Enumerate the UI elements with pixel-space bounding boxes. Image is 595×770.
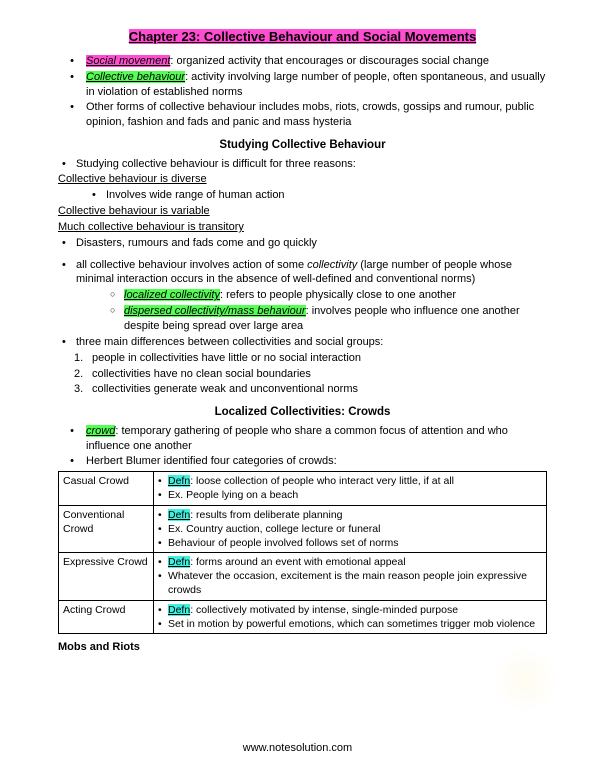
bullet-icon: • <box>58 258 76 288</box>
sec1-p1: Studying collective behaviour is difficu… <box>76 157 547 172</box>
row-label: Expressive Crowd <box>59 553 154 601</box>
row-label: Acting Crowd <box>59 600 154 633</box>
mid-n2-row: 2. collectivities have no clean social b… <box>58 367 547 382</box>
mid-n3-row: 3. collectivities generate weak and unco… <box>58 382 547 397</box>
mid-p1: all collective behaviour involves action… <box>76 258 547 288</box>
mid-p1-em: collectivity <box>307 259 357 271</box>
defn-label: Defn <box>168 604 190 616</box>
cell-text: Ex. Country auction, college lecture or … <box>168 522 542 536</box>
section-head-studying: Studying Collective Behaviour <box>58 138 547 154</box>
defn-label: Defn <box>168 475 190 487</box>
table-row: Casual Crowd •Defn: loose collection of … <box>59 472 547 505</box>
intro-bullets: • Social movement: organized activity th… <box>58 54 547 130</box>
row-label: Casual Crowd <box>59 472 154 505</box>
sec1-u1b-row: • Involves wide range of human action <box>58 188 547 203</box>
bullet-icon: • <box>58 424 86 454</box>
cell-text: Ex. People lying on a beach <box>168 488 542 502</box>
mid-o2-row: ○ dispersed collectivity/mass behaviour:… <box>58 304 547 334</box>
term-collective-behaviour: Collective behaviour <box>86 71 185 83</box>
sec1-u3b: Disasters, rumours and fads come and go … <box>76 236 547 251</box>
mid-p1a: all collective behaviour involves action… <box>76 259 307 271</box>
row-content: •Defn: loose collection of people who in… <box>154 472 547 505</box>
sec1-bullet-1: • Studying collective behaviour is diffi… <box>58 157 547 172</box>
num-3: 3. <box>74 382 92 397</box>
mid-o1-rest: : refers to people physically close to o… <box>220 289 456 301</box>
mid-n1: people in collectivities have little or … <box>92 351 547 366</box>
cell-text: Set in motion by powerful emotions, whic… <box>168 617 542 631</box>
bullet-icon: • <box>58 100 86 130</box>
sec2-b1: crowd: temporary gathering of people who… <box>86 424 547 454</box>
sec2-b1-rest: : temporary gathering of people who shar… <box>86 425 508 452</box>
mid-n3: collectivities generate weak and unconve… <box>92 382 547 397</box>
mid-o2: dispersed collectivity/mass behaviour: i… <box>124 304 547 334</box>
closing-head: Mobs and Riots <box>58 640 547 655</box>
circle-icon: ○ <box>106 288 124 303</box>
bullet-icon: • <box>58 157 76 172</box>
section-head-crowds: Localized Collectivities: Crowds <box>58 405 547 421</box>
term-localized-collectivity: localized collectivity <box>124 289 220 301</box>
sec1-u1b: Involves wide range of human action <box>106 188 547 203</box>
row-content: •Defn: results from deliberate planning … <box>154 505 547 553</box>
cell-text: Whatever the occasion, excitement is the… <box>168 569 542 597</box>
cell-text: : results from deliberate planning <box>190 509 342 521</box>
bullet-icon: • <box>58 335 76 350</box>
intro-bullet-1: • Social movement: organized activity th… <box>58 54 547 69</box>
cell-text: : forms around an event with emotional a… <box>190 556 405 568</box>
mid-n1-row: 1. people in collectivities have little … <box>58 351 547 366</box>
term-crowd: crowd <box>86 425 115 437</box>
cell-text: : loose collection of people who interac… <box>190 475 454 487</box>
watermark-icon <box>495 650 555 710</box>
mid-bullet-2: • three main differences between collect… <box>58 335 547 350</box>
num-1: 1. <box>74 351 92 366</box>
bullet-text: Collective behaviour: activity involving… <box>86 70 547 100</box>
bullet-icon: • <box>88 188 106 203</box>
mid-p2: three main differences between collectiv… <box>76 335 547 350</box>
crowds-table: Casual Crowd •Defn: loose collection of … <box>58 471 547 634</box>
sec1-u1: Collective behaviour is diverse <box>58 172 547 187</box>
intro-bullet-2: • Collective behaviour: activity involvi… <box>58 70 547 100</box>
table-row: Expressive Crowd •Defn: forms around an … <box>59 553 547 601</box>
cell-text: : collectively motivated by intense, sin… <box>190 604 458 616</box>
defn-label: Defn <box>168 556 190 568</box>
bullet-icon: • <box>58 454 86 469</box>
bullet-text: Social movement: organized activity that… <box>86 54 547 69</box>
num-2: 2. <box>74 367 92 382</box>
intro-b1-rest: : organized activity that encourages or … <box>170 55 489 67</box>
sec2-bullet-1: • crowd: temporary gathering of people w… <box>58 424 547 454</box>
sec2-b2: Herbert Blumer identified four categorie… <box>86 454 547 469</box>
sec1-u3: Much collective behaviour is transitory <box>58 220 547 235</box>
mid-n2: collectivities have no clean social boun… <box>92 367 547 382</box>
intro-bullet-3: • Other forms of collective behaviour in… <box>58 100 547 130</box>
mid-bullet-1: • all collective behaviour involves acti… <box>58 258 547 288</box>
circle-icon: ○ <box>106 304 124 334</box>
chapter-title: Chapter 23: Collective Behaviour and Soc… <box>58 28 547 46</box>
mid-o1-row: ○ localized collectivity: refers to peop… <box>58 288 547 303</box>
chapter-title-text: Chapter 23: Collective Behaviour and Soc… <box>129 29 477 44</box>
term-social-movement: Social movement <box>86 55 170 67</box>
cell-text: Behaviour of people involved follows set… <box>168 536 542 550</box>
defn-label: Defn <box>168 509 190 521</box>
bullet-icon: • <box>58 70 86 100</box>
table-row: Conventional Crowd •Defn: results from d… <box>59 505 547 553</box>
bullet-text: Other forms of collective behaviour incl… <box>86 100 547 130</box>
sec2-bullet-2: • Herbert Blumer identified four categor… <box>58 454 547 469</box>
bullet-icon: • <box>58 54 86 69</box>
sec1-u2: Collective behaviour is variable <box>58 204 547 219</box>
table-row: Acting Crowd •Defn: collectively motivat… <box>59 600 547 633</box>
sec1-u3b-row: • Disasters, rumours and fads come and g… <box>58 236 547 251</box>
row-content: •Defn: collectively motivated by intense… <box>154 600 547 633</box>
term-dispersed-collectivity: dispersed collectivity/mass behaviour <box>124 305 306 317</box>
mid-o1: localized collectivity: refers to people… <box>124 288 547 303</box>
row-label: Conventional Crowd <box>59 505 154 553</box>
bullet-icon: • <box>58 236 76 251</box>
row-content: •Defn: forms around an event with emotio… <box>154 553 547 601</box>
footer-url: www.notesolution.com <box>0 741 595 756</box>
